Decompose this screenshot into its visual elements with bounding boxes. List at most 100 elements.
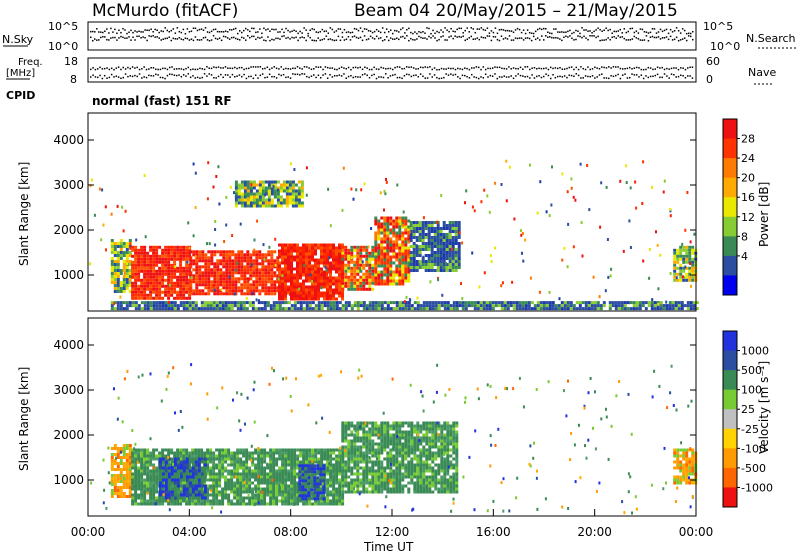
freq-point (208, 67, 210, 69)
heatmap-cell (412, 233, 416, 236)
heatmap-cell (551, 304, 555, 308)
freq-point (275, 67, 278, 70)
heatmap-cell (362, 254, 366, 258)
heatmap-cell (194, 499, 198, 503)
freq-point (536, 68, 538, 70)
heatmap-cell (350, 284, 354, 288)
nsky-point (408, 27, 410, 30)
heatmap-cell (239, 460, 243, 464)
nsearch-point (643, 39, 646, 41)
heatmap-cell (430, 221, 434, 224)
heatmap-cell (427, 269, 431, 272)
heatmap-cell (266, 493, 270, 497)
nave-point (552, 74, 554, 76)
heatmap-cell (530, 301, 534, 305)
heatmap-cell (383, 301, 387, 305)
nave-point (333, 75, 336, 77)
heatmap-cell (255, 274, 259, 278)
heatmap-cell (392, 270, 396, 274)
nsearch-point (247, 35, 249, 37)
heatmap-cell (140, 460, 144, 464)
heatmap-cell (182, 254, 186, 258)
heatmap-cell (164, 301, 168, 305)
freq-point (561, 68, 564, 70)
heatmap-cell (224, 307, 228, 311)
heatmap-cell (443, 301, 447, 305)
nave-point (419, 73, 422, 75)
nave-point (405, 73, 408, 76)
nsearch-point (673, 38, 676, 41)
freq-point (584, 68, 587, 71)
heatmap-cell (240, 183, 244, 187)
heatmap-cell (436, 227, 440, 230)
nsearch-point (339, 39, 342, 42)
heatmap-cell (332, 264, 335, 268)
heatmap-cell (155, 284, 159, 288)
heatmap-cell (218, 466, 222, 470)
heatmap-speckle (367, 263, 370, 267)
heatmap-cell (635, 307, 639, 311)
nsearch-point (104, 36, 106, 38)
heatmap-cell (623, 304, 627, 308)
nave-point (375, 77, 378, 80)
heatmap-cell (338, 301, 342, 305)
heatmap-cell (269, 487, 273, 491)
freq-point (612, 66, 615, 68)
nsearch-point (303, 37, 305, 39)
nsearch-point (228, 38, 231, 40)
heatmap-cell (170, 496, 174, 500)
heatmap-cell (506, 304, 510, 308)
heatmap-cell (356, 284, 360, 288)
nsearch-point (271, 38, 273, 41)
heatmap-cell (152, 296, 156, 300)
heatmap-speckle (303, 264, 306, 268)
heatmap-speckle (574, 198, 577, 202)
heatmap-cell (236, 454, 240, 458)
nsearch-point (522, 39, 525, 41)
heatmap-cell (410, 307, 414, 311)
heatmap-cell (167, 293, 171, 297)
nsearch-point (412, 38, 414, 41)
heatmap-cell (665, 304, 669, 308)
heatmap-cell (267, 259, 271, 263)
nsky-point (396, 30, 398, 32)
heatmap-cell (281, 285, 284, 289)
nsky-point (234, 27, 237, 30)
heatmap-cell (209, 499, 213, 503)
heatmap-cell (445, 233, 449, 236)
heatmap-speckle (305, 296, 307, 300)
heatmap-cell (128, 278, 132, 281)
heatmap-cell (230, 487, 234, 491)
heatmap-cell (424, 236, 428, 239)
nsky-point (305, 29, 307, 31)
nave-point (138, 73, 141, 75)
heatmap-cell (290, 249, 293, 253)
heatmap-cell (201, 271, 205, 275)
heatmap-cell (243, 195, 247, 199)
nave-point (340, 75, 343, 77)
heatmap-speckle (480, 200, 483, 204)
heatmap-cell (377, 304, 381, 308)
heatmap-cell (116, 284, 120, 287)
heatmap-speckle (341, 208, 344, 212)
heatmap-cell (272, 502, 276, 506)
heatmap-cell (192, 259, 196, 263)
heatmap-cell (332, 279, 335, 283)
heatmap-cell (221, 469, 225, 473)
freq-point (247, 67, 250, 70)
nsearch-point (176, 38, 179, 40)
heatmap-cell (374, 216, 378, 220)
heatmap-cell (213, 250, 217, 254)
heatmap-cell (140, 454, 144, 458)
nsky-point (176, 27, 179, 29)
heatmap-cell (164, 278, 168, 282)
heatmap-cell (234, 201, 238, 205)
nsky-point (224, 30, 227, 32)
heatmap-cell (276, 201, 280, 205)
nsky-point (504, 29, 507, 32)
heatmap-cell (137, 293, 141, 297)
nsearch-point (144, 37, 146, 39)
heatmap-cell (213, 268, 217, 272)
heatmap-cell (347, 304, 351, 308)
heatmap-cell (433, 257, 437, 260)
